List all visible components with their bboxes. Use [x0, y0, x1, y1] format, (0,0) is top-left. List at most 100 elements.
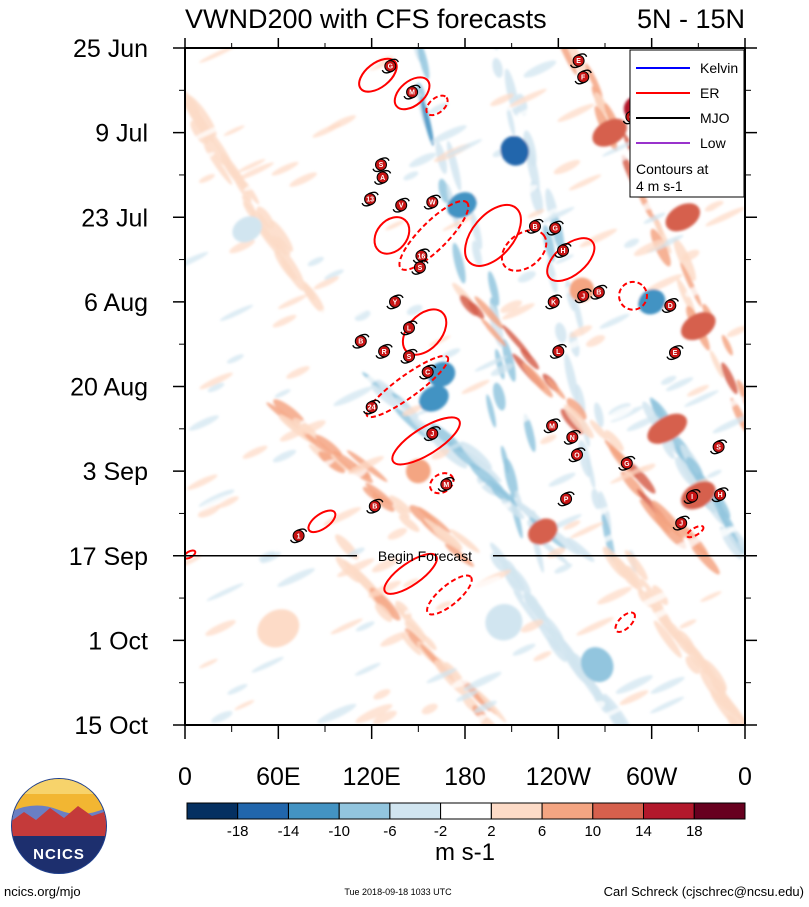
- y-tick-label: 20 Aug: [70, 374, 148, 402]
- wind-anomaly-patch: [660, 375, 677, 385]
- wind-anomaly-patch: [468, 301, 485, 319]
- wind-anomaly-patch: [277, 568, 315, 587]
- storm-symbol: G: [546, 220, 564, 236]
- legend-box: [629, 49, 745, 198]
- storm-label: B: [358, 339, 363, 346]
- wind-anomaly-patch: [654, 513, 687, 549]
- storm-label: W: [429, 200, 436, 207]
- wind-anomaly-patch: [579, 228, 618, 248]
- wind-anomaly-patch: [185, 223, 218, 241]
- wind-anomaly-patch: [185, 555, 202, 568]
- wind-anomaly-patch: [502, 303, 535, 320]
- wind-anomaly-patch: [546, 258, 558, 294]
- wind-anomaly-patch: [279, 640, 302, 653]
- wind-anomaly-patch: [615, 675, 653, 694]
- wind-field: [185, 48, 745, 725]
- wind-anomaly-patch: [665, 377, 694, 392]
- wind-anomaly-patch: [585, 63, 603, 99]
- wind-anomaly-patch: [256, 206, 274, 230]
- wind-anomaly-patch: [474, 700, 497, 713]
- colorbar-swatch: [237, 802, 289, 820]
- wind-anomaly-core: [580, 647, 614, 683]
- footer-url[interactable]: ncics.org/mjo: [4, 884, 81, 899]
- storm-label: V: [399, 203, 404, 210]
- wind-anomaly-patch: [594, 402, 604, 428]
- wind-anomaly-patch: [372, 710, 397, 725]
- er-contour-positive: [185, 549, 197, 560]
- wind-anomaly-patch: [610, 465, 648, 484]
- wind-anomaly-patch: [421, 703, 438, 715]
- storm-symbol: D: [661, 298, 679, 313]
- wind-anomaly-core: [500, 135, 530, 166]
- wind-anomaly-patch: [461, 576, 501, 596]
- storm-symbol: S: [400, 348, 418, 364]
- wind-anomaly-patch: [444, 661, 464, 682]
- wind-anomaly-patch: [553, 159, 581, 175]
- wind-anomaly-patch: [721, 334, 733, 356]
- footer-author: Carl Schreck (cjschrec@ncsu.edu): [604, 884, 804, 899]
- wind-anomaly-patch: [365, 195, 396, 211]
- wind-anomaly-patch: [490, 553, 506, 572]
- er-contour-positive: [307, 509, 337, 534]
- storm-label: M: [409, 90, 415, 97]
- storm-symbol: V: [392, 197, 410, 213]
- colorbar-label: 2: [487, 823, 495, 840]
- y-tick-label: 17 Sep: [69, 543, 148, 571]
- storm-label: J: [430, 431, 434, 438]
- wind-anomaly-patch: [393, 504, 410, 519]
- wind-anomaly-patch: [196, 407, 213, 417]
- colorbar-label: -10: [328, 823, 350, 840]
- wind-anomaly-core: [592, 118, 627, 147]
- wind-anomaly-patch: [450, 674, 478, 689]
- wind-anomaly-patch: [566, 398, 587, 420]
- wind-anomaly-patch: [385, 220, 405, 231]
- y-tick-label: 1 Oct: [88, 627, 148, 655]
- legend-note-line2: 4 m s-1: [636, 178, 683, 194]
- wind-anomaly-patch: [192, 124, 225, 141]
- wind-anomaly-patch: [391, 277, 418, 291]
- colorbar-label: -18: [227, 823, 249, 840]
- wind-anomaly-patch: [199, 174, 215, 183]
- wind-anomaly-patch: [314, 644, 341, 658]
- wind-anomaly-patch: [452, 714, 488, 725]
- er-contour-positive: [391, 416, 461, 466]
- wind-anomaly-patch: [467, 184, 502, 202]
- er-contour-positive: [373, 216, 411, 255]
- wind-anomaly-core: [527, 518, 558, 545]
- wind-anomaly-patch: [197, 504, 220, 518]
- storm-symbol: H: [554, 243, 572, 258]
- wind-anomaly-core: [419, 385, 449, 412]
- wind-anomaly-patch: [636, 607, 674, 626]
- wind-anomaly-patch: [446, 441, 464, 451]
- wind-anomaly-patch: [619, 690, 649, 705]
- wind-anomaly-patch: [327, 115, 356, 130]
- er-contours: [185, 57, 705, 633]
- wind-anomaly-patch: [347, 547, 365, 558]
- storm-symbol: B: [366, 498, 384, 514]
- wind-anomaly-patch: [243, 176, 274, 192]
- ncics-logo: NCICS: [11, 778, 107, 874]
- wind-anomaly-patch: [592, 530, 625, 546]
- colorbar: -18 -14 -10 -6 -2 2 6 10 14 18: [186, 802, 746, 840]
- wind-anomaly-patch: [709, 350, 724, 378]
- wind-anomaly-patch: [324, 269, 344, 280]
- storm-symbol: F: [574, 69, 592, 85]
- storm-label: I: [691, 494, 693, 501]
- storm-label: P: [564, 496, 569, 503]
- wind-anomaly-patch: [546, 67, 571, 80]
- storm-symbol: S: [372, 157, 390, 173]
- colorbar-swatch: [186, 802, 239, 820]
- wind-anomaly-patch: [602, 139, 637, 157]
- colorbar-units: m s-1: [435, 839, 495, 866]
- wind-anomaly-patch: [371, 557, 399, 573]
- wind-anomaly-patch: [199, 658, 218, 669]
- wind-anomaly-patch: [706, 469, 722, 478]
- wind-anomaly-patch: [402, 405, 422, 417]
- wind-anomaly-core: [485, 603, 523, 641]
- colorbar-swatch: [288, 802, 340, 820]
- wind-anomaly-patch: [570, 522, 604, 539]
- wind-anomaly-patch: [557, 103, 595, 122]
- wind-anomaly-patch: [302, 304, 342, 325]
- wind-anomaly-patch: [302, 283, 325, 314]
- wind-anomaly-patch: [406, 304, 423, 316]
